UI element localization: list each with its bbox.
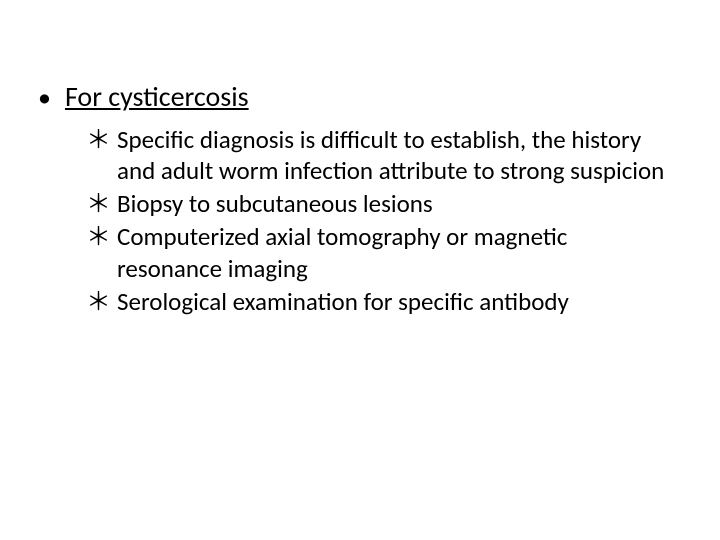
star-icon: ＊: [86, 188, 111, 219]
heading-row: • For cysticercosis: [38, 80, 690, 114]
list-item-text: Biopsy to subcutaneous lesions: [117, 188, 670, 219]
list-item-text: Specific diagnosis is difficult to estab…: [117, 124, 670, 187]
sub-list: ＊ Specific diagnosis is difficult to est…: [86, 124, 670, 318]
list-item-text: Serological examination for specific ant…: [117, 286, 670, 317]
list-item-text: Computerized axial tomography or magneti…: [117, 221, 670, 284]
bullet-icon: •: [38, 82, 51, 113]
heading-text: For cysticercosis: [65, 80, 249, 114]
star-icon: ＊: [86, 286, 111, 317]
star-icon: ＊: [86, 124, 111, 155]
list-item: ＊ Serological examination for specific a…: [86, 286, 670, 317]
list-item: ＊ Computerized axial tomography or magne…: [86, 221, 670, 284]
slide: • For cysticercosis ＊ Specific diagnosis…: [0, 0, 720, 540]
star-icon: ＊: [86, 221, 111, 252]
list-item: ＊ Biopsy to subcutaneous lesions: [86, 188, 670, 219]
list-item: ＊ Specific diagnosis is difficult to est…: [86, 124, 670, 187]
